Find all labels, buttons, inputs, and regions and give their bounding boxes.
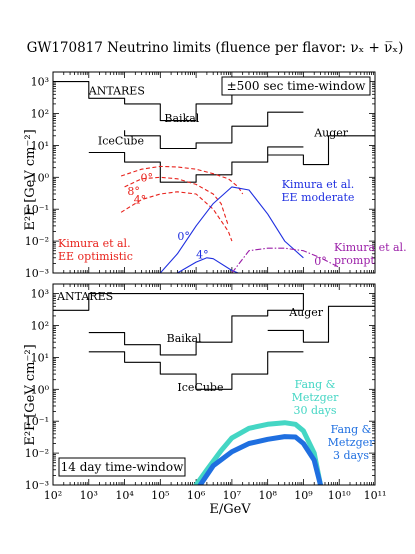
annotation-text: Kimura et al. xyxy=(282,178,355,191)
series-label: ANTARES xyxy=(88,84,145,97)
series-line xyxy=(53,293,304,311)
series-label: IceCube xyxy=(177,381,223,394)
y-tick-label: 10⁰ xyxy=(31,383,50,396)
x-tick-label: 10⁵ xyxy=(151,489,169,502)
series-line xyxy=(88,309,304,356)
annotation-text: EE moderate xyxy=(282,191,355,204)
series-label: 0° xyxy=(314,255,327,268)
series-line xyxy=(120,165,244,195)
annotation-text: Kimura et al. xyxy=(58,237,131,250)
x-tick-label: 10⁹ xyxy=(294,489,313,502)
x-tick-label: 10¹¹ xyxy=(364,489,387,502)
annotation-text: Fang & xyxy=(331,423,372,436)
series-label: 0° xyxy=(141,171,154,184)
series-label: Auger xyxy=(313,127,349,140)
x-axis-label: E/GeV xyxy=(209,502,251,517)
plot-frame xyxy=(52,71,376,274)
x-tick-label: 10⁷ xyxy=(223,489,242,502)
chart-title: GW170817 Neutrino limits (fluence per fl… xyxy=(27,40,404,56)
time-window-box xyxy=(58,457,186,477)
y-tick-label: 10⁰ xyxy=(31,171,50,184)
y-tick-label: 10⁻² xyxy=(25,235,49,248)
x-tick-label: 10⁸ xyxy=(258,489,277,502)
annotation-text: Metzger xyxy=(328,436,376,449)
series-line xyxy=(267,305,375,343)
series-line xyxy=(231,247,340,273)
series-label: 4° xyxy=(134,194,147,207)
series-line xyxy=(124,176,229,227)
y-tick-label: 10³ xyxy=(31,76,49,89)
series-label: 0° xyxy=(177,230,190,243)
y-axis-label-top: E²F [GeV cm⁻²] xyxy=(23,129,38,230)
x-tick-label: 10² xyxy=(44,489,62,502)
series-line xyxy=(267,135,375,166)
annotation-text: Metzger xyxy=(292,391,340,404)
panel-top: 10⁻³ 10⁻² 10⁻¹ 10⁰ 10¹ 10² 10³ ANTARES Baikal Ice… xyxy=(25,71,407,280)
annotation-text: Kimura et al. xyxy=(334,241,407,254)
y-tick-label: 10⁻² xyxy=(25,447,49,460)
series-line xyxy=(193,420,323,485)
series-line xyxy=(159,186,304,273)
annotation-text: 3 days xyxy=(333,449,369,462)
y-tick-label: 10⁻¹ xyxy=(25,415,49,428)
annotation-text: prompt xyxy=(334,254,375,267)
time-window-label: ±500 sec time-window xyxy=(227,79,367,93)
y-tick-label: 10² xyxy=(31,320,49,333)
series-label: 8° xyxy=(127,185,140,198)
series-line xyxy=(124,111,304,150)
series-label: Baikal xyxy=(164,112,199,125)
series-line xyxy=(88,146,304,183)
y-tick-label: 10² xyxy=(31,108,49,121)
x-tick-label: 10¹⁰ xyxy=(328,489,351,502)
series-label: 4° xyxy=(196,249,209,262)
series-label: Baikal xyxy=(167,332,202,345)
series-label: Auger xyxy=(288,306,324,319)
y-tick-label: 10⁻¹ xyxy=(25,203,49,216)
series-line xyxy=(120,191,233,242)
x-tick-label: 10³ xyxy=(80,489,98,502)
y-axis-label-bottom: E²F [GeV cm⁻²] xyxy=(23,344,38,445)
annotation-text: 30 days xyxy=(294,404,337,417)
y-tick-label: 10³ xyxy=(31,288,49,301)
y-tick-label: 10⁻³ xyxy=(25,479,49,492)
y-tick-label: 10¹ xyxy=(31,351,49,364)
series-line xyxy=(53,81,233,122)
y-tick-label: 10¹ xyxy=(31,139,49,152)
time-window-box xyxy=(221,76,371,96)
series-line xyxy=(197,434,323,485)
y-tick-label: 10⁻³ xyxy=(25,267,49,280)
x-tick-label: 10⁶ xyxy=(187,489,206,502)
plot-frame xyxy=(52,283,376,486)
series-label: ANTARES xyxy=(56,290,113,303)
annotation-text: Fang & xyxy=(295,378,336,391)
panel-bottom: 10⁻³ 10⁻² 10⁻¹ 10⁰ 10¹ 10² 10³ 10² 10³ 10⁴ 10⁵ 10⁶ 1… xyxy=(25,283,387,502)
series-label: IceCube xyxy=(98,135,144,148)
time-window-label: 14 day time-window xyxy=(61,460,184,474)
annotation-text: EE optimistic xyxy=(58,250,133,263)
series-line xyxy=(88,351,304,390)
x-tick-label: 10⁴ xyxy=(115,489,134,502)
